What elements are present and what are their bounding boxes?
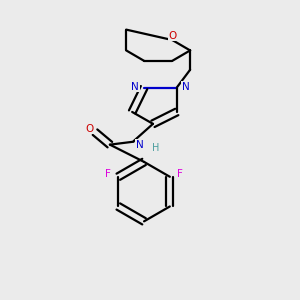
Text: N: N <box>136 140 143 150</box>
Text: O: O <box>168 31 176 40</box>
Text: N: N <box>131 82 139 92</box>
Text: O: O <box>85 124 93 134</box>
Text: H: H <box>152 142 160 153</box>
Text: N: N <box>182 82 190 92</box>
Text: F: F <box>177 169 183 179</box>
Text: F: F <box>105 169 111 179</box>
